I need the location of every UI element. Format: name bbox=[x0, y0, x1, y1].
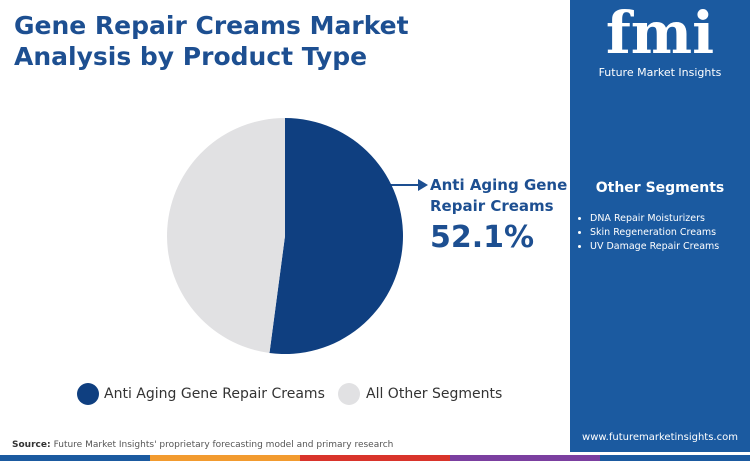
chart bbox=[77, 118, 428, 405]
annotation-value: 52.1% bbox=[430, 220, 535, 255]
legend-swatch bbox=[338, 383, 360, 405]
color-strip bbox=[0, 455, 750, 461]
title: Gene Repair Creams Market Analysis by Pr… bbox=[14, 11, 409, 71]
logo-name: Future Market Insights bbox=[598, 66, 722, 79]
side-item: UV Damage Repair Creams bbox=[590, 240, 719, 254]
website: www.futuremarketinsights.com bbox=[582, 432, 738, 443]
side-list: DNA Repair MoisturizersSkin Regeneration… bbox=[578, 212, 719, 254]
logo-mark: fmi bbox=[605, 0, 715, 67]
legend-swatch bbox=[77, 383, 99, 405]
source-label: Source: bbox=[12, 440, 51, 450]
side-item: DNA Repair Moisturizers bbox=[590, 212, 719, 226]
side-panel: fmi Future Market Insights Other Segment… bbox=[570, 0, 750, 452]
source-text: Future Market Insights' proprietary fore… bbox=[53, 440, 394, 450]
source: Source: Future Market Insights' proprieta… bbox=[12, 440, 393, 450]
side-item: Skin Regeneration Creams bbox=[590, 226, 719, 240]
arrow-head bbox=[418, 179, 428, 191]
pie-slice bbox=[166, 118, 285, 353]
side-title: Other Segments bbox=[595, 180, 725, 196]
legend-label: All Other Segments bbox=[366, 386, 503, 402]
annotation-label: Anti Aging Gene Repair Creams bbox=[430, 176, 568, 215]
pie-slice bbox=[269, 118, 403, 355]
legend-label: Anti Aging Gene Repair Creams bbox=[104, 386, 325, 402]
